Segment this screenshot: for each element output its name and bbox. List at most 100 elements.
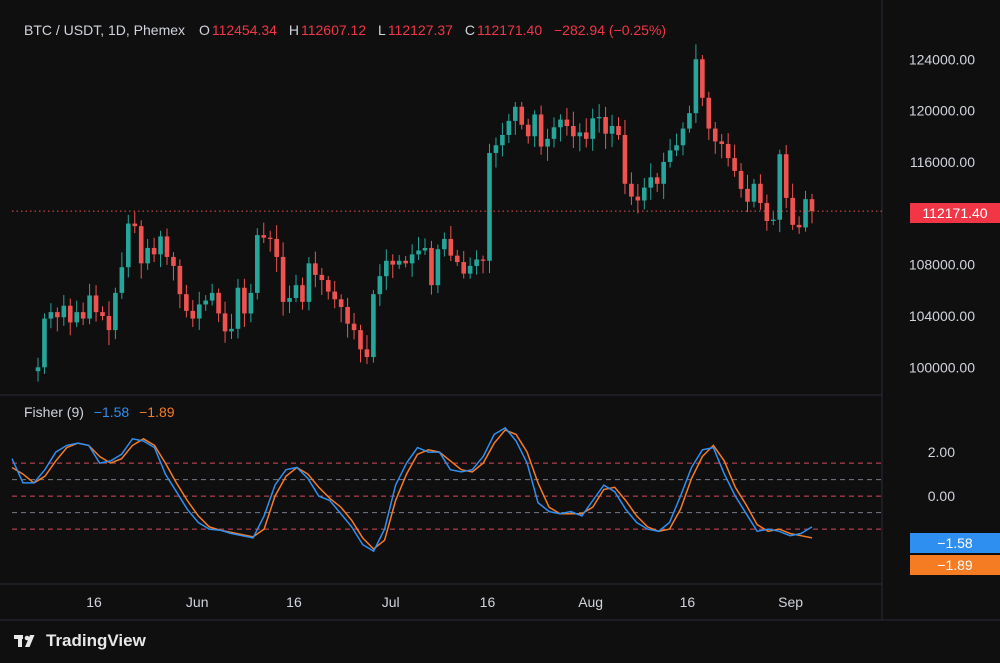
candle-body: [571, 126, 576, 137]
candle-body: [525, 124, 531, 137]
price-tick-label: 104000.00: [909, 308, 975, 324]
candle-body: [738, 170, 744, 189]
candle-body: [55, 312, 60, 318]
candle-body: [667, 150, 673, 162]
tradingview-icon: [14, 635, 35, 647]
candle-body: [267, 237, 273, 239]
candle-body: [48, 312, 54, 319]
candle-body: [384, 260, 389, 277]
candle-body: [61, 305, 67, 318]
candle-body: [255, 235, 260, 293]
time-tick-label: 16: [286, 594, 302, 610]
candle-body: [635, 196, 641, 201]
candle-body: [796, 224, 802, 228]
candle-body: [596, 117, 602, 119]
candle-body: [100, 312, 105, 316]
candle-body: [538, 114, 544, 147]
time-tick-label: Jun: [186, 594, 209, 610]
candle-body: [758, 183, 763, 204]
candle-body: [364, 349, 370, 358]
trigger-value: −1.89: [139, 404, 175, 420]
low-value: 112127.37: [387, 22, 453, 38]
symbol-label: BTC / USDT, 1D, Phemex: [24, 22, 186, 38]
candle-body: [583, 132, 589, 139]
candle-body: [745, 188, 750, 202]
candle-body: [751, 183, 757, 202]
candle-body: [396, 260, 402, 265]
candle-body: [164, 236, 170, 257]
candle-body: [274, 238, 279, 257]
candle-body: [493, 145, 499, 153]
close-value: 112171.40: [476, 22, 543, 38]
candle-body: [674, 145, 679, 151]
candle-body: [803, 199, 808, 228]
candle-body: [261, 235, 267, 238]
candle-body: [132, 223, 138, 227]
candle-body: [126, 223, 131, 268]
high-value: 112607.12: [300, 22, 367, 38]
candle-body: [403, 260, 408, 264]
candle-body: [242, 287, 247, 314]
candle-body: [42, 318, 47, 368]
trigger-tag: −1.89: [910, 555, 1000, 575]
close-label: C: [464, 22, 475, 38]
candle-body: [67, 305, 73, 323]
time-tick-label: Sep: [778, 594, 803, 610]
candle-body: [325, 280, 331, 292]
candle-body: [629, 183, 634, 197]
candle-body: [409, 254, 415, 264]
candle-body: [416, 250, 421, 255]
candle-body: [461, 262, 466, 274]
candle-body: [680, 128, 686, 146]
candle-body: [119, 267, 125, 293]
candle-body: [216, 292, 221, 314]
candle-body: [532, 114, 537, 137]
candle-body: [80, 312, 86, 319]
candle-body: [435, 249, 441, 286]
price-tick-label: 120000.00: [909, 103, 975, 119]
candle-body: [480, 259, 486, 261]
price-tick-label: 124000.00: [909, 51, 975, 67]
candle-body: [300, 285, 305, 302]
high-label: H: [288, 22, 299, 38]
candle-body: [558, 119, 563, 128]
candle-body: [545, 138, 550, 147]
candle-body: [609, 126, 615, 134]
low-label: L: [378, 22, 386, 38]
time-tick-label: Jul: [382, 594, 400, 610]
open-value: 112454.34: [211, 22, 277, 38]
candle-body: [809, 199, 815, 212]
candle-body: [93, 295, 99, 313]
tradingview-logo[interactable]: TradingView: [14, 631, 146, 651]
price-tick-label: 116000.00: [910, 154, 975, 170]
candle-body: [313, 263, 318, 275]
candle-body: [551, 127, 557, 139]
candle-body: [35, 367, 41, 372]
candle-body: [184, 294, 189, 311]
candle-body: [777, 154, 783, 220]
candle-body: [209, 292, 215, 301]
candle-body: [622, 134, 628, 184]
fisher-tick-label: 0.00: [928, 488, 955, 504]
candle-body: [513, 106, 518, 121]
ohlc-header: BTC / USDT, 1D, Phemex O 112454.34 H 11260…: [24, 22, 674, 38]
candle-body: [171, 256, 176, 266]
fisher-value: −1.58: [93, 404, 130, 420]
candle-body: [467, 265, 473, 274]
candle-body: [332, 291, 337, 300]
candle-body: [196, 304, 202, 319]
candle-body: [74, 312, 79, 323]
change-value: −282.94 (−0.25%): [554, 22, 667, 38]
candle-body: [113, 292, 118, 331]
candle-body: [138, 226, 144, 264]
candle-body: [661, 161, 666, 184]
candle-body: [177, 265, 183, 295]
candle-body: [338, 299, 344, 307]
indicator-name: Fisher (9): [24, 404, 84, 420]
indicator-legend[interactable]: Fisher (9) −1.58 −1.89: [24, 404, 175, 420]
candle-body: [345, 306, 350, 324]
candle-body: [377, 276, 383, 295]
price-tick-label: 108000.00: [909, 257, 975, 273]
candle-body: [706, 97, 712, 129]
